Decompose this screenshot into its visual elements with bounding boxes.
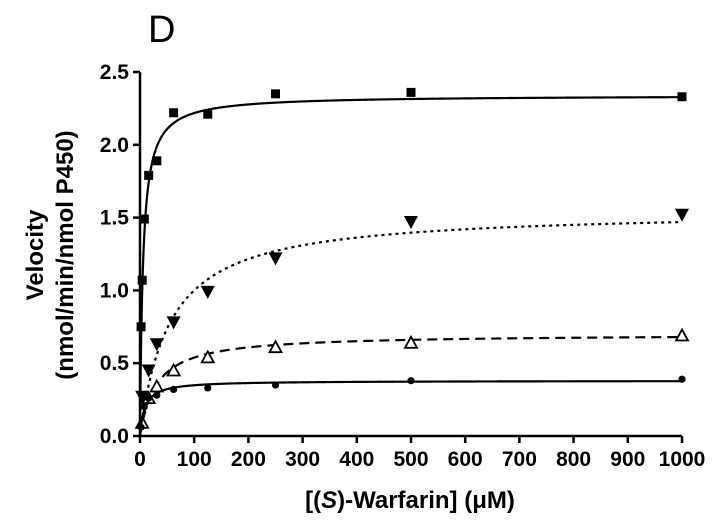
data-point-series-2 xyxy=(135,390,150,404)
x-axis-title-italic: S xyxy=(321,487,337,514)
x-tick-label: 200 xyxy=(231,448,266,471)
x-tick-label: 500 xyxy=(393,448,428,471)
data-point-series-2 xyxy=(200,285,215,299)
y-tick-label: 2.5 xyxy=(100,61,130,84)
x-tick-label: 800 xyxy=(556,448,591,471)
data-point-series-1 xyxy=(169,108,179,118)
x-axis-ticks: 0 100 200 300 400 500 600 700 800 900 1000 xyxy=(134,436,705,471)
x-tick-label: 400 xyxy=(339,448,374,471)
data-point-series-1 xyxy=(139,214,149,224)
data-point-series-3 xyxy=(200,349,216,364)
y-tick-label: 1.5 xyxy=(100,207,130,230)
data-point-series-3 xyxy=(403,334,419,349)
data-point-series-1 xyxy=(406,87,416,97)
fit-curve-series-2 xyxy=(138,220,683,437)
x-tick-label: 100 xyxy=(177,448,212,471)
x-tick-label: 900 xyxy=(610,448,645,471)
data-point-series-4 xyxy=(140,403,148,411)
y-tick-label: 0.5 xyxy=(100,352,130,375)
x-axis-title-prefix: [( xyxy=(305,487,321,514)
y-axis-ticks: 0.0 0.5 1.0 1.5 2.0 2.5 xyxy=(100,61,140,448)
data-point-series-4 xyxy=(153,391,161,399)
x-tick-label: 300 xyxy=(285,448,320,471)
data-point-series-4 xyxy=(407,377,415,385)
data-point-series-4 xyxy=(204,384,212,392)
data-point-series-1 xyxy=(677,92,687,102)
data-point-series-2 xyxy=(166,316,181,330)
x-axis-title: [(S)-Warfarin] (μM) xyxy=(305,487,515,514)
data-point-series-3 xyxy=(674,327,690,342)
x-tick-label: 0 xyxy=(134,448,146,471)
data-point-series-1 xyxy=(203,109,213,119)
data-point-series-4 xyxy=(170,385,178,394)
data-point-series-2 xyxy=(675,208,689,222)
fit-curve-series-4 xyxy=(138,380,682,437)
data-point-series-4 xyxy=(678,375,686,383)
data-point-series-2 xyxy=(149,338,164,352)
fit-curve-series-3 xyxy=(138,335,683,437)
y-tick-label: 1.0 xyxy=(100,279,129,302)
data-point-series-2 xyxy=(268,252,283,266)
x-tick-label: 700 xyxy=(502,448,537,471)
fit-curve-series-1 xyxy=(138,96,683,436)
y-tick-label: 2.0 xyxy=(100,134,129,157)
data-point-series-2 xyxy=(141,364,156,378)
data-point-series-1 xyxy=(271,89,280,99)
x-tick-label: 600 xyxy=(448,448,483,471)
data-point-series-1 xyxy=(152,156,162,166)
panel-label: D xyxy=(148,9,175,51)
data-point-series-4 xyxy=(271,381,280,389)
data-point-series-3 xyxy=(166,362,182,377)
data-point-series-3 xyxy=(267,339,284,354)
plot-area xyxy=(134,87,690,437)
data-point-series-4 xyxy=(145,394,153,402)
x-tick-label: 1000 xyxy=(659,448,706,471)
data-point-series-3 xyxy=(149,378,165,393)
data-point-series-1 xyxy=(137,275,147,285)
y-axis-title-line1: Velocity xyxy=(22,209,49,300)
data-point-series-2 xyxy=(404,215,418,229)
data-point-series-1 xyxy=(144,170,154,180)
x-axis-title-suffix: )-Warfarin] (μM) xyxy=(337,487,515,514)
y-axis-title-line2: (nmol/min/nmol P450) xyxy=(52,130,79,379)
y-tick-label: 0.0 xyxy=(100,425,129,448)
